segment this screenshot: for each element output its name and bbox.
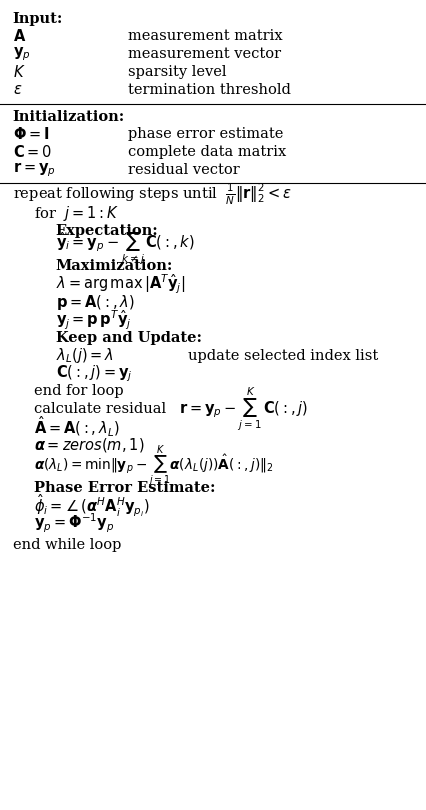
Text: complete data matrix: complete data matrix xyxy=(128,145,286,160)
Text: Expectation:: Expectation: xyxy=(55,224,158,238)
Text: $\mathbf{C} = 0$: $\mathbf{C} = 0$ xyxy=(13,144,52,160)
Text: $\boldsymbol{\alpha} = zeros(m, 1)$: $\boldsymbol{\alpha} = zeros(m, 1)$ xyxy=(34,436,144,454)
Text: Keep and Update:: Keep and Update: xyxy=(55,330,201,345)
Text: end for loop: end for loop xyxy=(34,384,124,399)
Text: $\mathbf{y}_p = \mathbf{\Phi}^{-1}\mathbf{y}_p$: $\mathbf{y}_p = \mathbf{\Phi}^{-1}\mathb… xyxy=(34,512,114,535)
Text: $\varepsilon$: $\varepsilon$ xyxy=(13,83,22,97)
Text: $\mathbf{\Phi} = \mathbf{I}$: $\mathbf{\Phi} = \mathbf{I}$ xyxy=(13,126,49,143)
Text: $\hat{\mathbf{y}}_i = \mathbf{y}_p - \sum_{k\neq j}\,\mathbf{C}(:, k)$: $\hat{\mathbf{y}}_i = \mathbf{y}_p - \su… xyxy=(55,231,194,266)
Text: $\boldsymbol{\alpha}(\lambda_L) = \min \|\mathbf{y}_p - \sum_{j=1}^{K} \boldsymb: $\boldsymbol{\alpha}(\lambda_L) = \min \… xyxy=(34,443,273,488)
Text: $\lambda_L(j) = \lambda$: $\lambda_L(j) = \lambda$ xyxy=(55,346,113,365)
Text: $\hat{\mathbf{A}} = \mathbf{A}(:, \lambda_L)$: $\hat{\mathbf{A}} = \mathbf{A}(:, \lambd… xyxy=(34,415,120,439)
Text: termination threshold: termination threshold xyxy=(128,83,290,97)
Text: $\lambda = \mathrm{arg\,max}\,|\mathbf{A}^T\hat{\mathbf{y}}_j|$: $\lambda = \mathrm{arg\,max}\,|\mathbf{A… xyxy=(55,273,184,296)
Text: $\mathbf{y}_j = \mathbf{p}\,\mathbf{p}^T\hat{\mathbf{y}}_j$: $\mathbf{y}_j = \mathbf{p}\,\mathbf{p}^T… xyxy=(55,309,131,331)
Text: repeat following steps until  $\frac{1}{N}\|\mathbf{r}\|_2^2 < \varepsilon$: repeat following steps until $\frac{1}{N… xyxy=(13,181,291,207)
Text: $\hat{\phi}_i = \angle\,(\boldsymbol{\alpha}^H \mathbf{A}_i^H \mathbf{y}_{p_i})$: $\hat{\phi}_i = \angle\,(\boldsymbol{\al… xyxy=(34,492,150,518)
Text: measurement vector: measurement vector xyxy=(128,47,281,62)
Text: phase error estimate: phase error estimate xyxy=(128,127,283,142)
Text: sparsity level: sparsity level xyxy=(128,65,226,79)
Text: Maximization:: Maximization: xyxy=(55,259,173,274)
Text: end while loop: end while loop xyxy=(13,538,121,552)
Text: Input:: Input: xyxy=(13,11,63,26)
Text: Phase Error Estimate:: Phase Error Estimate: xyxy=(34,480,215,495)
Text: residual vector: residual vector xyxy=(128,163,239,177)
Text: Initialization:: Initialization: xyxy=(13,109,125,124)
Text: calculate residual: calculate residual xyxy=(34,402,166,416)
Text: measurement matrix: measurement matrix xyxy=(128,29,282,44)
Text: $\mathbf{y}_p$: $\mathbf{y}_p$ xyxy=(13,45,31,63)
Text: for  $j = 1 : K$: for $j = 1 : K$ xyxy=(34,203,119,223)
Text: update selected index list: update selected index list xyxy=(187,348,377,363)
Text: $\mathbf{p} = \mathbf{A}(:, \lambda)$: $\mathbf{p} = \mathbf{A}(:, \lambda)$ xyxy=(55,292,134,312)
Text: $\mathbf{r} = \mathbf{y}_p - \sum_{j=1}^{K}\,\mathbf{C}(:, j)$: $\mathbf{r} = \mathbf{y}_p - \sum_{j=1}^… xyxy=(179,386,308,433)
Text: $K$: $K$ xyxy=(13,64,25,80)
Text: $\mathbf{C}(:, j) = \mathbf{y}_j$: $\mathbf{C}(:, j) = \mathbf{y}_j$ xyxy=(55,363,132,384)
Text: $\mathbf{A}$: $\mathbf{A}$ xyxy=(13,28,26,45)
Text: $\mathbf{r} = \mathbf{y}_p$: $\mathbf{r} = \mathbf{y}_p$ xyxy=(13,161,55,179)
